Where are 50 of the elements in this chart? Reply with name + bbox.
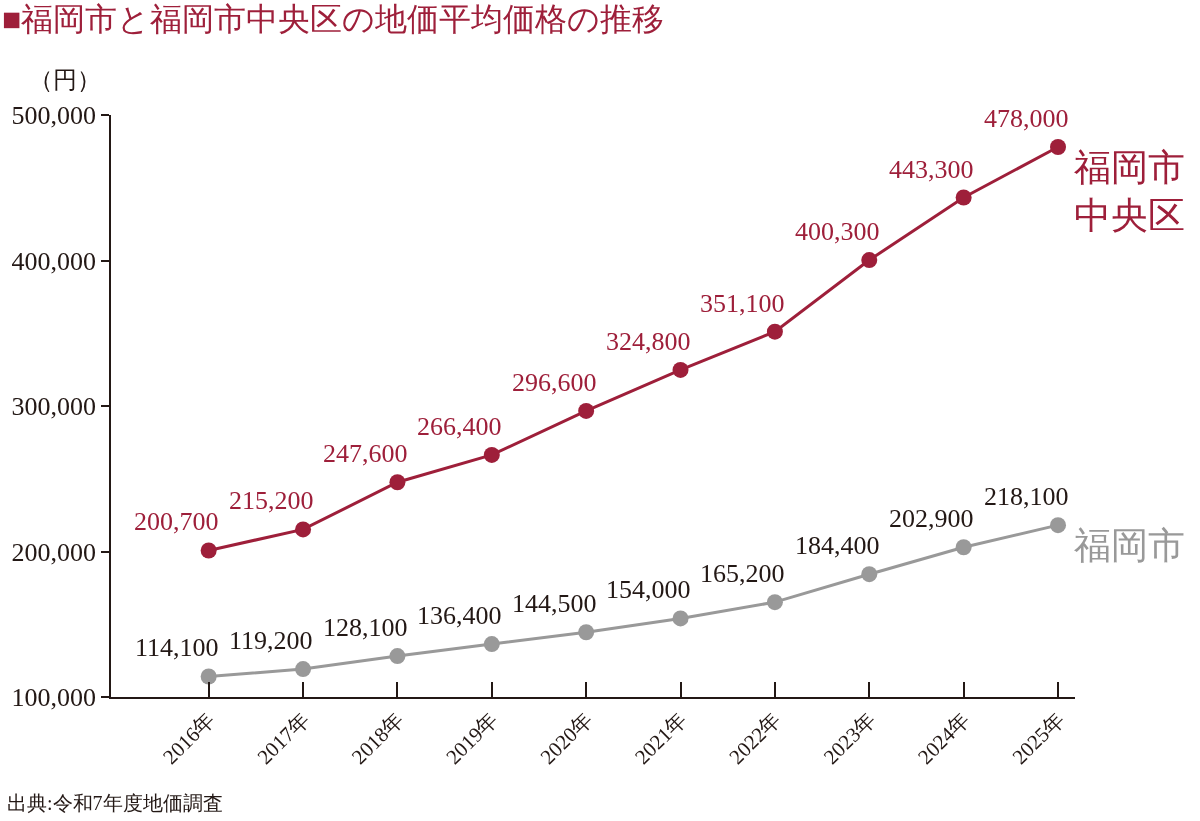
data-label: 114,100 [135,633,219,662]
data-label: 443,300 [889,155,974,184]
point [295,661,312,678]
point [578,402,595,419]
point [1050,139,1067,155]
point [955,539,972,556]
series-label: 福岡市中央区 [1074,147,1185,237]
data-label: 247,600 [323,439,408,468]
data-label: 400,300 [795,217,880,246]
data-label: 478,000 [984,104,1069,133]
point [483,636,500,653]
data-label: 136,400 [417,601,502,630]
point [578,624,595,641]
y-tick-label: 200,000 [11,537,97,567]
data-label: 351,100 [700,289,785,318]
y-tick-label: 100,000 [11,683,97,713]
data-label: 119,200 [229,626,313,655]
point [389,474,406,491]
data-label: 215,200 [229,486,314,515]
data-label: 128,100 [323,613,408,642]
point [861,252,878,269]
data-label: 218,100 [984,482,1069,511]
point [483,446,500,463]
data-label: 296,600 [512,368,597,397]
series-label: 福岡市 [1074,525,1185,566]
data-label: 165,200 [700,559,785,588]
chart-title: ■福岡市と福岡市中央区の地価平均価格の推移 [2,1,665,38]
point [672,361,689,378]
point [389,648,406,665]
y-tick-label: 300,000 [11,392,97,422]
point [955,189,972,206]
point [1050,517,1067,534]
data-label: 266,400 [417,412,502,441]
y-tick-label: 500,000 [11,101,97,131]
data-label: 202,900 [889,504,974,533]
point [200,668,217,685]
point [200,542,217,559]
point [766,594,783,611]
point [672,610,689,627]
data-label: 154,000 [606,575,691,604]
point [766,323,783,340]
y-tick-label: 400,000 [11,246,97,276]
data-label: 184,400 [795,531,880,560]
data-label: 324,800 [606,327,691,356]
y-axis-title: （円） [29,67,101,93]
data-label: 200,700 [134,507,219,536]
point [295,521,312,538]
point [861,566,878,583]
data-label: 144,500 [512,589,597,618]
source-note: 出典:令和7年度地価調査 [7,792,223,814]
